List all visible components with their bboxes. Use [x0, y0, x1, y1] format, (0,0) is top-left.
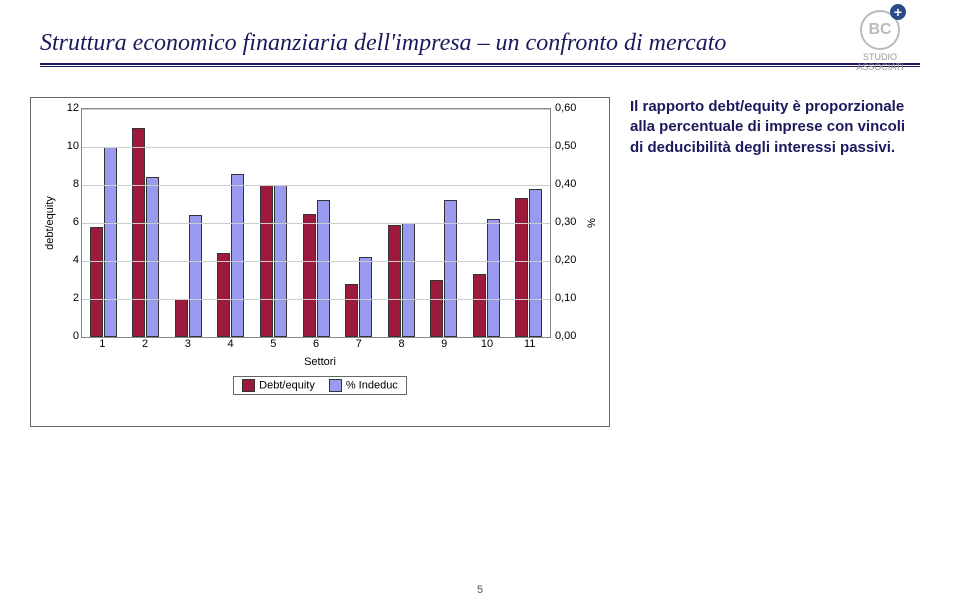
legend: Debt/equity % Indeduc: [233, 376, 407, 395]
x-tick: 8: [380, 338, 423, 354]
logo-subtitle: STUDIO ASSOCIATI: [840, 52, 920, 72]
bar-debt-equity: [217, 253, 230, 337]
y2-tick: 0,30: [555, 216, 576, 228]
y1-axis-label: debt/equity: [44, 196, 56, 250]
bar-indeduc: [146, 177, 159, 337]
bar-debt-equity: [430, 280, 443, 337]
page-number: 5: [0, 584, 960, 596]
y2-tick: 0,40: [555, 178, 576, 190]
x-axis-label: Settori: [41, 356, 599, 368]
title-rule-thick: [40, 63, 920, 65]
x-tick: 11: [508, 338, 551, 354]
side-text: Il rapporto debt/equity è proporzionale …: [610, 97, 910, 158]
x-tick: 2: [124, 338, 167, 354]
bar-indeduc: [189, 215, 202, 337]
legend-label-2: % Indeduc: [346, 379, 398, 391]
x-tick: 5: [252, 338, 295, 354]
logo-circle: BC +: [860, 10, 900, 50]
title-rule-thin: [40, 66, 920, 67]
x-tick-row: 1234567891011: [81, 338, 551, 354]
bar-debt-equity: [515, 198, 528, 337]
gridline: [82, 261, 550, 262]
y2-tick-column: 0,000,100,200,300,400,500,60: [551, 108, 585, 338]
y1-tick: 6: [73, 216, 79, 228]
x-tick: 6: [295, 338, 338, 354]
bar-debt-equity: [473, 274, 486, 337]
y2-tick: 0,20: [555, 254, 576, 266]
bar-debt-equity: [303, 214, 316, 338]
x-tick: 10: [466, 338, 509, 354]
bar-indeduc: [104, 147, 117, 337]
side-text-paragraph: Il rapporto debt/equity è proporzionale …: [630, 98, 905, 156]
y2-tick: 0,00: [555, 330, 576, 342]
logo: BC + STUDIO ASSOCIATI: [840, 10, 920, 60]
plot-area: [81, 108, 551, 338]
chart-container: debt/equity 024681012 0,000,100,200,300,…: [30, 97, 610, 427]
legend-item-debt-equity: Debt/equity: [242, 379, 315, 392]
legend-item-indeduc: % Indeduc: [329, 379, 398, 392]
legend-label-1: Debt/equity: [259, 379, 315, 391]
bar-debt-equity: [132, 128, 145, 337]
page-title: Struttura economico finanziaria dell'imp…: [40, 30, 920, 57]
chart-plot-row: debt/equity 024681012 0,000,100,200,300,…: [41, 108, 599, 338]
y2-axis-label-col: %: [585, 108, 599, 338]
bar-indeduc: [487, 219, 500, 337]
y1-tick: 4: [73, 254, 79, 266]
legend-swatch-red: [242, 379, 255, 392]
gridline: [82, 223, 550, 224]
y1-tick-column: 024681012: [59, 108, 81, 338]
y1-tick: 0: [73, 330, 79, 342]
logo-initials: BC: [868, 21, 891, 39]
y1-tick: 2: [73, 292, 79, 304]
bar-debt-equity: [175, 299, 188, 337]
gridline: [82, 109, 550, 110]
header: BC + STUDIO ASSOCIATI Struttura economic…: [0, 0, 960, 67]
y1-tick: 10: [67, 140, 79, 152]
x-tick: 4: [209, 338, 252, 354]
x-tick: 3: [166, 338, 209, 354]
y1-tick: 12: [67, 102, 79, 114]
y2-tick: 0,50: [555, 140, 576, 152]
bar-debt-equity: [90, 227, 103, 337]
bar-debt-equity: [388, 225, 401, 337]
bar-indeduc: [231, 174, 244, 337]
legend-swatch-purple: [329, 379, 342, 392]
bar-indeduc: [317, 200, 330, 337]
y2-tick: 0,60: [555, 102, 576, 114]
bar-indeduc: [444, 200, 457, 337]
y1-tick: 8: [73, 178, 79, 190]
x-tick: 7: [337, 338, 380, 354]
logo-plus-icon: +: [890, 4, 906, 20]
gridline: [82, 185, 550, 186]
bar-indeduc: [402, 223, 415, 337]
content-row: debt/equity 024681012 0,000,100,200,300,…: [0, 67, 960, 427]
bar-debt-equity: [345, 284, 358, 337]
bar-indeduc: [529, 189, 542, 337]
bar-indeduc: [359, 257, 372, 337]
gridline: [82, 299, 550, 300]
gridline: [82, 147, 550, 148]
y1-axis-label-col: debt/equity: [41, 108, 59, 338]
x-tick: 1: [81, 338, 124, 354]
x-tick: 9: [423, 338, 466, 354]
y2-axis-label: %: [586, 218, 598, 228]
y2-tick: 0,10: [555, 292, 576, 304]
